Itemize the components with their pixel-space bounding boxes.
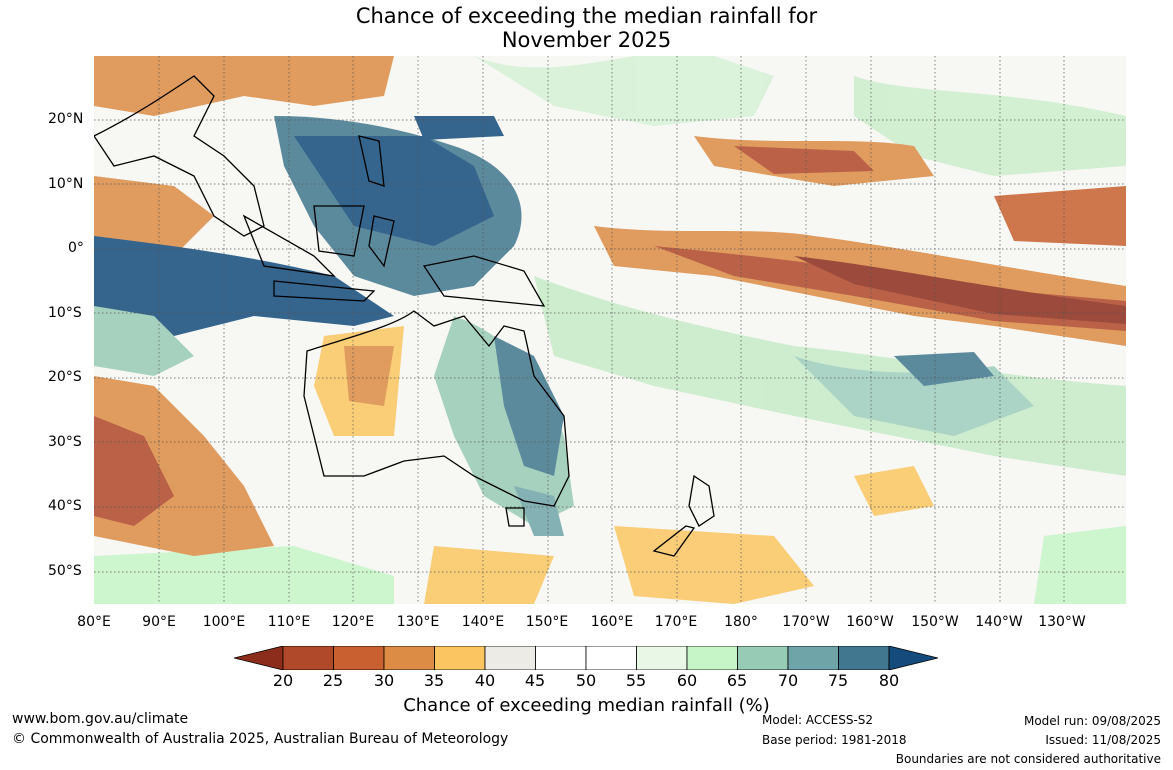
map-canvas	[94, 56, 1126, 604]
colorbar-segment	[787, 645, 839, 671]
colorbar-segment	[282, 645, 334, 671]
philippines-coast	[358, 135, 385, 187]
model-text: Model: ACCESS-S2	[762, 713, 874, 727]
colorbar-tick: 25	[322, 671, 344, 690]
lon-label: 150°E	[525, 614, 569, 630]
lon-label: 150°W	[911, 614, 959, 630]
colorbar-tick: 20	[272, 671, 294, 690]
colorbar-tick: 45	[524, 671, 546, 690]
colorbar-tick: 50	[575, 671, 597, 690]
colorbar-low-arrow	[233, 645, 284, 671]
lat-label: 10°N	[48, 176, 84, 192]
colorbar-tick: 35	[423, 671, 445, 690]
lon-label: 170°E	[654, 614, 698, 630]
colorbar-title: Chance of exceeding median rainfall (%)	[403, 695, 770, 716]
lon-label: 180°	[724, 614, 758, 630]
lon-label: 140°W	[975, 614, 1023, 630]
nz-north-coast	[688, 474, 715, 527]
lon-label: 130°E	[396, 614, 440, 630]
rainfall-map	[94, 56, 1126, 604]
lat-label: 50°S	[48, 563, 82, 579]
lon-label: 160°W	[846, 614, 894, 630]
java-coast	[273, 280, 376, 302]
graticule	[94, 56, 1126, 604]
lon-label: 90°E	[142, 614, 176, 630]
disclaimer-text: Boundaries are not considered authoritat…	[895, 752, 1161, 766]
colorbar-segment	[838, 645, 890, 671]
coastlines	[94, 75, 715, 557]
nz-south-coast	[652, 525, 696, 557]
lon-label: 120°E	[331, 614, 375, 630]
lon-label: 110°E	[267, 614, 311, 630]
title-line-2: November 2025	[501, 28, 672, 52]
colorbar-tick: 60	[676, 671, 698, 690]
colorbar-segment	[585, 645, 637, 671]
colorbar-segment	[737, 645, 789, 671]
se-asia-coast	[94, 75, 265, 237]
colorbar-segment	[383, 645, 435, 671]
colorbar-tick: 55	[625, 671, 647, 690]
map-title: Chance of exceeding the median rainfall …	[0, 4, 1173, 52]
colorbar-tick: 80	[878, 671, 900, 690]
colorbar-tick: 75	[827, 671, 849, 690]
probability-fields	[94, 56, 1126, 604]
lat-label: 10°S	[48, 305, 82, 321]
lat-label: 0°	[68, 240, 84, 256]
sumatra-coast	[242, 214, 336, 277]
lat-label: 40°S	[48, 498, 82, 514]
title-line-1: Chance of exceeding the median rainfall …	[355, 4, 818, 28]
colorbar-high-arrow	[888, 645, 939, 671]
tasmania-coast	[505, 507, 525, 527]
lon-label: 80°E	[77, 614, 111, 630]
colorbar-tick: 65	[726, 671, 748, 690]
sulawesi-coast	[368, 215, 395, 268]
colorbar-segment	[333, 645, 385, 671]
website-link[interactable]: www.bom.gov.au/climate	[12, 711, 189, 727]
colorbar-segment	[535, 645, 587, 671]
colorbar	[233, 645, 939, 671]
lat-label: 20°S	[48, 369, 82, 385]
lat-label: 30°S	[48, 434, 82, 450]
colorbar-segment	[686, 645, 738, 671]
model-run-text: Model run: 09/08/2025	[1023, 714, 1161, 728]
lon-label: 170°W	[782, 614, 830, 630]
colorbar-segment	[636, 645, 688, 671]
colorbar-tick: 30	[373, 671, 395, 690]
colorbar-svg	[233, 645, 939, 671]
issued-text: Issued: 11/08/2025	[1045, 733, 1161, 747]
australia-coast	[303, 310, 570, 507]
lat-label: 20°N	[48, 111, 84, 127]
colorbar-tick: 40	[474, 671, 496, 690]
lon-label: 140°E	[461, 614, 505, 630]
new-guinea-coast	[422, 255, 546, 307]
colorbar-tick: 70	[777, 671, 799, 690]
lon-label: 130°W	[1038, 614, 1086, 630]
lon-label: 100°E	[202, 614, 246, 630]
lon-label: 160°E	[590, 614, 634, 630]
borneo-coast	[313, 205, 365, 257]
base-period-text: Base period: 1981-2018	[762, 733, 907, 747]
colorbar-segment	[484, 645, 536, 671]
colorbar-segment	[434, 645, 486, 671]
copyright-text: © Commonwealth of Australia 2025, Austra…	[12, 731, 509, 747]
